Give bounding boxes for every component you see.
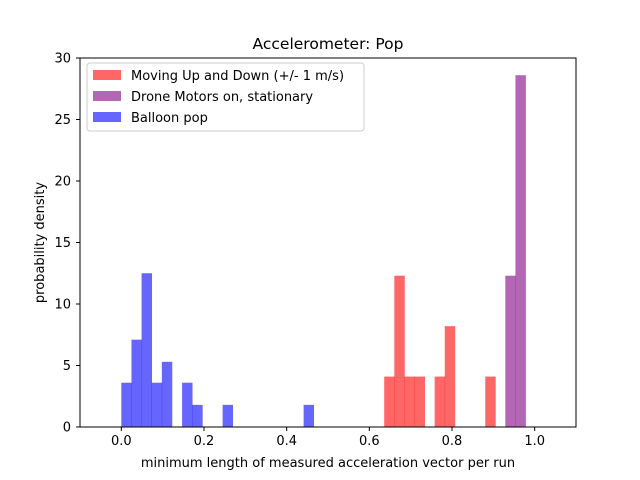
x-tick-label: 0.0 <box>111 434 132 449</box>
legend-label: Drone Motors on, stationary <box>131 90 313 105</box>
y-tick-label: 5 <box>63 359 71 374</box>
histogram-bar <box>121 382 132 427</box>
y-tick-label: 20 <box>54 175 71 190</box>
y-axis-ticks: 0 5 10 15 20 25 30 <box>54 52 80 436</box>
x-tick-label: 0.6 <box>359 434 380 449</box>
legend-label: Balloon pop <box>131 111 208 126</box>
y-tick-label: 10 <box>54 298 71 313</box>
histogram-bar <box>303 404 315 427</box>
histogram-bar <box>505 275 516 427</box>
x-axis-ticks: 0.0 0.2 0.4 0.6 0.8 1.0 <box>111 427 545 449</box>
y-tick-label: 15 <box>54 236 71 251</box>
histogram-bar <box>131 339 142 427</box>
legend: Moving Up and Down (+/- 1 m/s) Drone Moto… <box>86 62 365 132</box>
legend-label: Moving Up and Down (+/- 1 m/s) <box>131 69 344 84</box>
histogram-bar <box>515 75 526 427</box>
histogram-bar <box>192 404 203 427</box>
histogram-bar <box>444 326 456 427</box>
legend-swatch <box>93 70 121 80</box>
y-tick-label: 0 <box>63 421 71 436</box>
histogram-bar <box>161 361 173 427</box>
histogram-bars <box>121 75 526 427</box>
histogram-bar <box>485 376 496 427</box>
x-tick-label: 0.8 <box>442 434 463 449</box>
histogram-bar <box>182 382 193 427</box>
histogram-bar <box>434 376 446 427</box>
legend-swatch <box>93 91 121 101</box>
histogram-bar <box>394 275 405 427</box>
x-tick-label: 0.2 <box>194 434 215 449</box>
histogram-bar <box>222 404 234 427</box>
x-axis-label: minimum length of measured acceleration … <box>141 456 515 471</box>
y-tick-label: 25 <box>54 113 71 128</box>
histogram-bar <box>414 376 426 427</box>
legend-frame <box>86 62 365 132</box>
y-tick-label: 30 <box>54 52 71 67</box>
histogram-bar <box>384 376 395 427</box>
histogram-bar <box>141 273 153 427</box>
histogram-bar <box>404 376 415 427</box>
x-tick-label: 1.0 <box>524 434 545 449</box>
y-axis-label: probability density <box>33 182 48 303</box>
histogram-bar <box>151 382 163 427</box>
x-tick-label: 0.4 <box>276 434 297 449</box>
chart-title: Accelerometer: Pop <box>253 35 404 53</box>
legend-swatch <box>93 112 121 122</box>
